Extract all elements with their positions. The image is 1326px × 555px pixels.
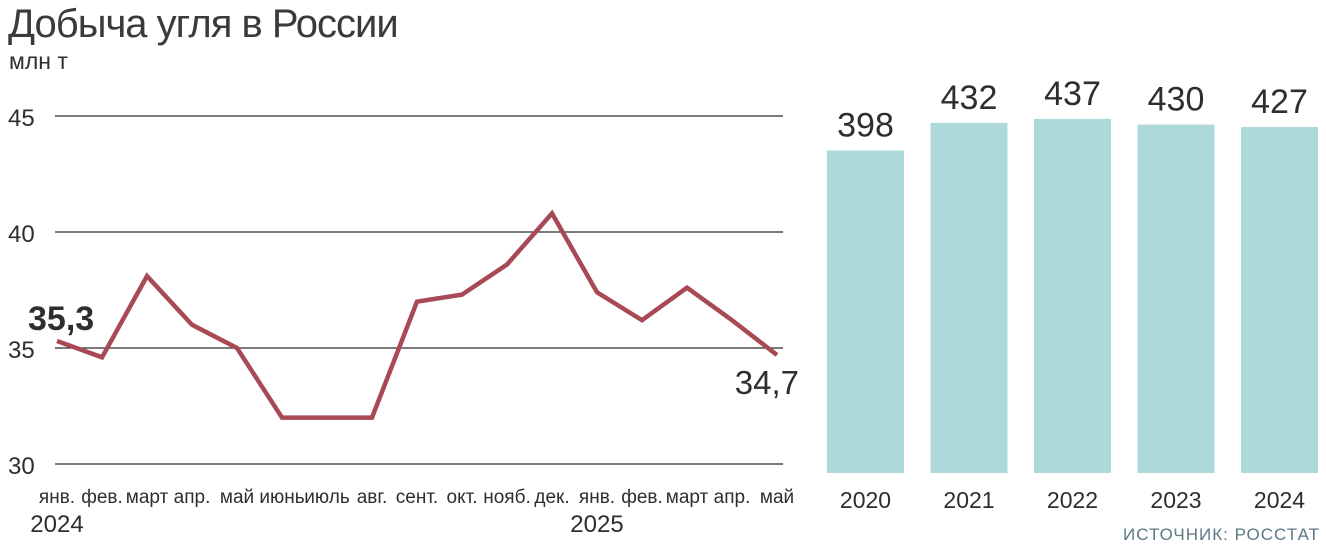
x-axis-year-label-2025: 2025 [570,511,623,538]
y-axis-tick-30: 30 [8,453,35,480]
bar-category-label-2022: 2022 [1047,487,1098,513]
x-axis-month-label: нояб. [483,487,531,508]
bar-category-label-2021: 2021 [943,487,994,513]
x-axis-month-label: май [760,487,794,508]
first-point-value-label: 35,3 [28,300,94,338]
x-axis-month-label: янв. [39,487,75,508]
page-title: Добыча угля в России [8,2,399,46]
x-axis-month-label: фев. [621,487,663,508]
x-axis-month-label: март [666,487,709,508]
bar-value-label-2022: 437 [1044,75,1101,113]
bar-value-label-2024: 427 [1251,83,1308,121]
bar-category-label-2020: 2020 [840,487,891,513]
production-line-series [56,209,779,420]
x-axis-month-label: апр. [174,487,211,508]
x-axis-month-label: апр. [714,487,751,508]
bar-2023 [1137,124,1215,473]
y-axis-tick-35: 35 [8,337,35,364]
x-axis-month-label: фев. [81,487,123,508]
y-axis-tick-40: 40 [8,221,35,248]
x-axis-month-label: сент. [396,487,438,508]
x-axis-month-label: дек. [534,487,569,508]
bar-value-label-2023: 430 [1148,81,1205,119]
bar-2021 [930,122,1008,473]
x-axis-month-label: авг. [357,487,388,508]
bar-2024 [1241,127,1318,473]
last-point-value-label: 34,7 [735,364,799,401]
x-axis-month-label: март [126,487,169,508]
y-axis-tick-45: 45 [8,105,35,132]
bar-value-label-2020: 398 [837,106,894,144]
x-axis-month-label: окт. [447,487,478,508]
x-axis-month-label: янв. [579,487,615,508]
bar-category-label-2023: 2023 [1150,487,1201,513]
source-label: ИСТОЧНИК: РОССТАТ [1123,525,1320,544]
chart-header: Добыча угля в России млн т [8,2,399,75]
bar-value-label-2021: 432 [941,79,998,117]
x-axis-year-label-2024: 2024 [30,511,83,538]
units-label: млн т [9,48,68,74]
bar-category-label-2024: 2024 [1254,487,1305,513]
x-axis-month-label: май [220,487,254,508]
x-axis-month-label: июнь [259,487,304,508]
bar-2022 [1034,118,1111,473]
x-axis-month-label: июль [304,487,350,508]
bar-2020 [827,150,904,473]
